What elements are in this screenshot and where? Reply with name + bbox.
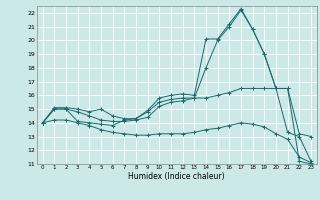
X-axis label: Humidex (Indice chaleur): Humidex (Indice chaleur)	[129, 172, 225, 181]
